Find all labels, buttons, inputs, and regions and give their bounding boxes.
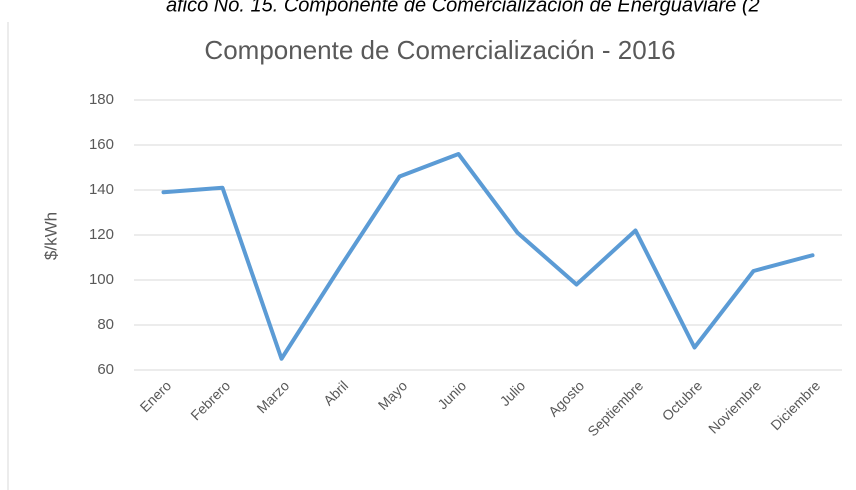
y-tick-label: 60: [97, 361, 114, 378]
x-tick-label: Septiembre: [584, 377, 646, 439]
x-tick-label: Febrero: [187, 377, 233, 423]
x-tick-label: Enero: [137, 377, 175, 415]
x-tick-label: Marzo: [253, 377, 292, 416]
y-axis-label: $/kWh: [41, 212, 60, 260]
y-tick-label: 100: [89, 271, 114, 288]
caption: áfico No. 15. Componente de Comercializa…: [166, 0, 760, 16]
x-tick-label: Junio: [434, 377, 469, 412]
y-tick-label: 80: [97, 316, 114, 333]
x-tick-label: Diciembre: [767, 377, 823, 433]
x-tick-label: Octubre: [659, 377, 706, 424]
line: [161, 152, 815, 361]
x-tick-label: Mayo: [375, 377, 411, 413]
y-tick-label: 120: [89, 226, 114, 243]
x-tick-label: Agosto: [545, 377, 587, 419]
y-tick-label: 180: [89, 91, 114, 108]
y-tick-label: 140: [89, 181, 114, 198]
x-tick-label: Abril: [320, 377, 351, 408]
chart-title: Componente de Comercialización - 2016: [204, 35, 675, 65]
y-tick-label: 160: [89, 136, 114, 153]
x-tick-label: Noviembre: [705, 377, 764, 436]
x-tick-label: Julio: [497, 377, 529, 409]
